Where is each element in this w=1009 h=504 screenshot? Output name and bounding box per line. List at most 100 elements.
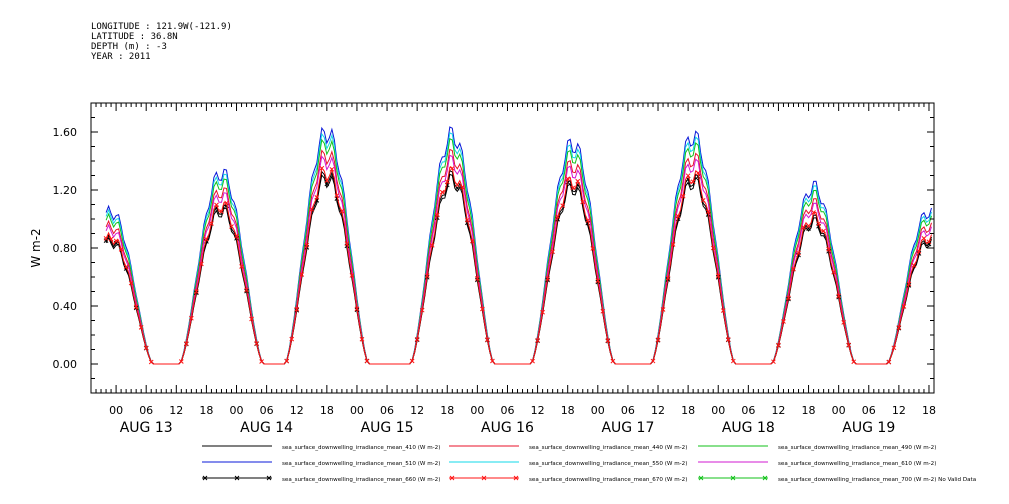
series-670-marker	[304, 242, 310, 248]
series-670-marker	[249, 316, 254, 322]
x-tick-label: 06	[741, 404, 755, 417]
legend-label: sea_surface_downwelling_irradiance_mean_…	[529, 445, 687, 451]
series-670-marker	[490, 358, 495, 364]
x-tick-label: 12	[651, 404, 665, 417]
series-670-marker	[214, 202, 219, 208]
series-670-marker	[183, 341, 189, 346]
x-tick-label: 00	[470, 404, 484, 417]
series-670-marker	[143, 345, 149, 351]
legend: sea_surface_downwelling_irradiance_mean_…	[202, 445, 976, 483]
series-670-marker	[209, 221, 214, 226]
series-670-marker	[289, 336, 295, 342]
series-670-marker	[299, 272, 305, 277]
series-670-marker	[194, 289, 199, 294]
legend-swatch-marker	[698, 475, 704, 481]
axes-group: 0.00 0.40 0.80 1.20 1.60 00 06 12 18 00 06 12 18 00 06…	[53, 102, 936, 436]
series-670-marker	[118, 247, 124, 252]
legend-swatch-marker	[513, 475, 519, 481]
legend-label: sea_surface_downwelling_irradiance_mean_…	[778, 445, 936, 451]
x-tick-label: 12	[290, 404, 304, 417]
legend-swatch-marker	[730, 475, 736, 481]
x-tick-label: 00	[350, 404, 364, 417]
series-440-line	[105, 148, 932, 365]
series-670-marker	[690, 179, 696, 185]
series-670-marker	[259, 359, 264, 364]
x-tick-label: 18	[440, 404, 454, 417]
series-670-marker	[454, 182, 460, 188]
series-670-marker	[470, 238, 475, 244]
series-670-marker	[530, 358, 535, 364]
legend-label: sea_surface_downwelling_irradiance_mean_…	[529, 477, 687, 483]
series-670-marker	[896, 325, 902, 330]
day-label: AUG 13	[120, 420, 173, 436]
series-410-line	[105, 173, 932, 365]
x-tick-label: 12	[771, 404, 785, 417]
series-670-marker	[439, 189, 445, 195]
day-label: AUG 15	[361, 420, 414, 436]
series-670-marker	[831, 269, 836, 275]
series-670-marker	[665, 275, 671, 281]
series-670-marker	[219, 209, 224, 214]
legend-swatch-marker	[762, 475, 768, 481]
series-670-marker	[294, 306, 300, 312]
series-670-marker	[816, 221, 821, 227]
legend-label: sea_surface_downwelling_irradiance_mean_…	[282, 461, 440, 467]
x-tick-label: 18	[199, 404, 213, 417]
metadata-header: LONGITUDE : 121.9W(-121.9) LATITUDE : 36…	[91, 22, 232, 62]
legend-swatch-marker	[266, 475, 272, 481]
series-670-marker	[284, 358, 290, 364]
series-670-marker	[776, 342, 781, 348]
series-670-marker	[610, 358, 616, 364]
y-tick-label: 0.00	[53, 358, 78, 371]
y-tick-label: 1.20	[53, 184, 78, 197]
series-670-marker	[540, 309, 545, 315]
series-670-marker	[906, 281, 912, 287]
series-670-marker	[901, 304, 907, 309]
legend-label: sea_surface_downwelling_irradiance_mean_…	[282, 477, 440, 483]
series-670-marker	[123, 264, 129, 270]
x-tick-label: 12	[169, 404, 183, 417]
x-tick-label: 00	[591, 404, 605, 417]
series-670-marker	[224, 200, 229, 206]
series-670-marker	[730, 358, 736, 364]
series-670-marker	[103, 236, 109, 241]
x-tick-label: 06	[862, 404, 876, 417]
series-670-marker	[836, 293, 842, 299]
y-tick-label: 0.40	[53, 300, 78, 313]
series-550-line	[105, 132, 932, 365]
series-670-marker	[324, 178, 330, 184]
x-tick-label: 12	[892, 404, 906, 417]
series-670-marker	[545, 276, 550, 281]
series-670-marker	[354, 306, 360, 312]
series-670-marker	[128, 280, 134, 286]
series-670-marker	[565, 176, 571, 182]
day-label: AUG 14	[240, 420, 293, 436]
series-670-marker	[239, 264, 244, 269]
series-670-marker	[851, 359, 857, 365]
x-tick-label: 00	[109, 404, 123, 417]
series-670-marker	[605, 338, 611, 343]
x-tick-label: 06	[260, 404, 274, 417]
series-670-marker	[921, 236, 927, 241]
plot-frame	[90, 102, 935, 394]
series-490-line	[105, 138, 932, 365]
series-670-marker	[234, 233, 239, 239]
series-670-marker	[575, 178, 581, 184]
series-670-marker	[710, 245, 716, 251]
series-670-marker	[550, 249, 555, 255]
series-670-marker	[821, 228, 826, 234]
series-670-marker	[911, 262, 917, 268]
series-670-marker	[133, 304, 139, 310]
legend-label: sea_surface_downwelling_irradiance_mean_…	[529, 461, 687, 467]
series-670-marker	[846, 342, 852, 348]
series-670-marker	[334, 193, 340, 198]
series-670-marker	[670, 242, 676, 247]
legend-label: sea_surface_downwelling_irradiance_mean_…	[282, 445, 440, 451]
legend-swatch-marker	[234, 475, 240, 481]
series-670-marker	[655, 337, 661, 343]
series-670-marker	[485, 337, 490, 342]
series-510-line	[105, 126, 932, 365]
series-670-marker	[585, 218, 591, 223]
series-670-marker	[475, 275, 480, 281]
